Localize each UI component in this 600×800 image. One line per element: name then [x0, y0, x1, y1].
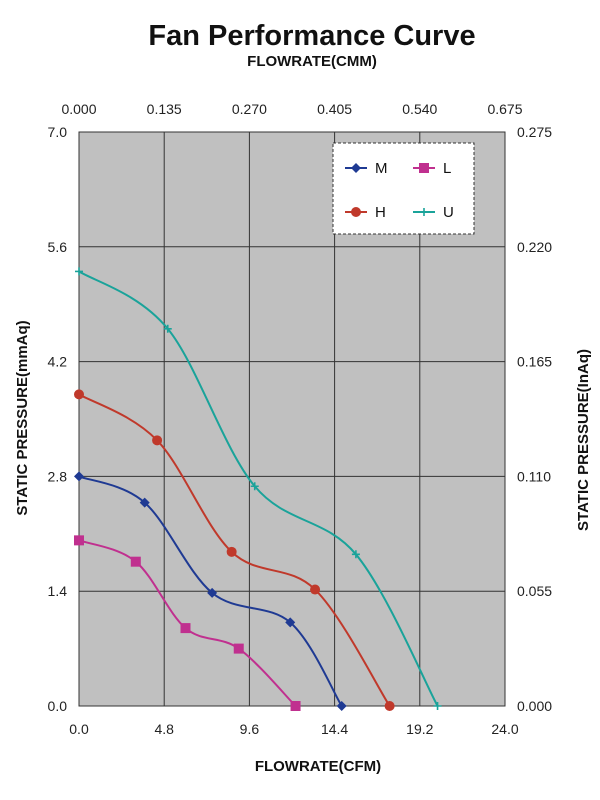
- y-right-tick-label: 0.000: [517, 698, 552, 714]
- series-u: [75, 267, 442, 710]
- legend-item-h-marker: [351, 207, 361, 217]
- legend-box: [332, 142, 475, 235]
- legend-item-u: U: [413, 204, 454, 221]
- x-bottom-tick-label: 24.0: [491, 721, 518, 737]
- x-top-tick-label: 0.270: [232, 101, 267, 117]
- tick-labels: 0.0 4.8 9.6 14.4 19.2 24.0 0.000 0.135 0.270 0.40…: [48, 101, 553, 737]
- series-m-point: [285, 617, 296, 628]
- legend-item-l-label: L: [443, 160, 451, 177]
- x-bottom-tick-label: 0.0: [69, 721, 89, 737]
- legend-item-u-label: U: [443, 204, 454, 221]
- series-l-point: [290, 701, 301, 711]
- series-h-point: [310, 584, 321, 595]
- series-m-point: [336, 701, 347, 711]
- y-right-tick-label: 0.275: [517, 124, 552, 140]
- series-h: [74, 389, 395, 711]
- y-right-tick-label: 0.165: [517, 354, 552, 370]
- chart-title: Fan Performance Curve: [148, 20, 475, 52]
- series-l-point: [233, 643, 244, 654]
- y-right-tick-label: 0.220: [517, 239, 552, 255]
- legend-item-m-label: M: [375, 160, 388, 177]
- series-l: [74, 535, 301, 711]
- legend-item-m-marker: [351, 163, 361, 173]
- y-left-tick-label: 5.6: [48, 239, 68, 255]
- legend-item-u-marker: [420, 208, 428, 216]
- left-y-axis-title: STATIC PRESSURE(mmAq): [14, 320, 31, 515]
- y-left-tick-label: 1.4: [48, 583, 68, 599]
- x-bottom-tick-label: 14.4: [321, 721, 348, 737]
- x-top-tick-label: 0.540: [402, 101, 437, 117]
- series-l-point: [130, 556, 141, 567]
- right-y-axis-title: STATIC PRESSURE(InAq): [575, 349, 592, 531]
- series-u-point: [75, 267, 83, 276]
- legend-item-l-marker: [419, 163, 429, 173]
- series-m-point: [74, 471, 84, 482]
- legend: M L H U: [332, 142, 475, 235]
- x-top-tick-label: 0.000: [61, 101, 96, 117]
- y-right-tick-label: 0.110: [517, 468, 551, 484]
- top-x-axis-title: FLOWRATE(CMM): [247, 53, 377, 70]
- legend-item-l: L: [413, 160, 451, 177]
- series-h-point: [152, 435, 163, 446]
- series-m-point: [139, 497, 150, 508]
- x-bottom-tick-label: 19.2: [406, 721, 433, 737]
- y-left-tick-label: 7.0: [48, 124, 68, 140]
- x-top-tick-label: 0.675: [487, 101, 522, 117]
- x-bottom-tick-label: 4.8: [154, 721, 174, 737]
- y-left-tick-label: 4.2: [48, 354, 68, 370]
- x-top-tick-label: 0.405: [317, 101, 352, 117]
- y-left-tick-label: 0.0: [48, 698, 68, 714]
- series-h-point: [384, 701, 395, 711]
- bottom-x-axis-title: FLOWRATE(CFM): [255, 758, 381, 775]
- series-m-point: [207, 587, 218, 598]
- x-bottom-tick-label: 9.6: [240, 721, 260, 737]
- legend-item-h-label: H: [375, 204, 386, 221]
- series-u-point: [351, 550, 360, 559]
- series-m: [74, 471, 347, 711]
- series-layer: [74, 267, 442, 711]
- legend-item-h: H: [345, 204, 386, 221]
- y-right-tick-label: 0.055: [517, 583, 552, 599]
- series-u-point: [250, 482, 259, 491]
- x-top-tick-label: 0.135: [147, 101, 182, 117]
- series-h-point: [226, 546, 237, 557]
- series-h-point: [74, 389, 84, 400]
- legend-item-m: M: [345, 160, 388, 177]
- series-l-point: [180, 623, 191, 634]
- y-left-tick-label: 2.8: [48, 468, 68, 484]
- series-l-point: [74, 535, 84, 546]
- series-u-point: [163, 324, 172, 333]
- series-u-point: [433, 702, 442, 710]
